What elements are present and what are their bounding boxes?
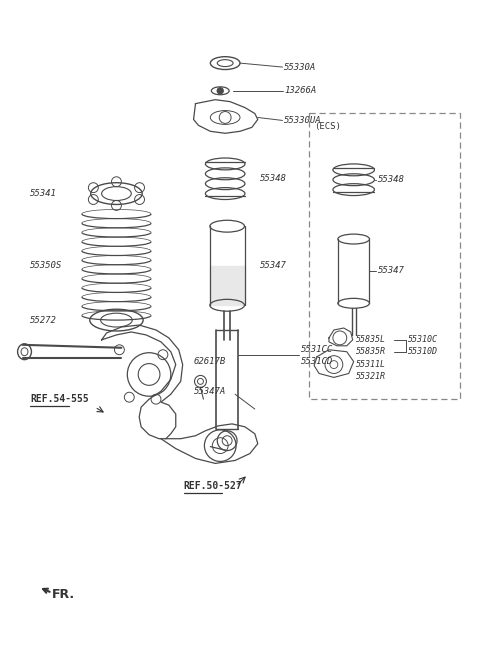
Text: 55835L: 55835L — [356, 335, 385, 344]
Text: 55310C: 55310C — [408, 335, 438, 344]
Text: 62617B: 62617B — [193, 357, 226, 366]
Text: 55310D: 55310D — [408, 348, 438, 356]
Text: (ECS): (ECS) — [314, 122, 341, 131]
Text: FR.: FR. — [52, 589, 75, 601]
Text: 55350S: 55350S — [30, 261, 63, 270]
Text: 5531CC: 5531CC — [301, 345, 334, 354]
Text: 5531CD: 5531CD — [301, 357, 334, 366]
Text: 55341: 55341 — [30, 189, 57, 198]
Bar — [309, 112, 460, 399]
Text: REF.50-527: REF.50-527 — [184, 481, 242, 491]
Text: 55348: 55348 — [260, 174, 287, 183]
Text: 55348: 55348 — [378, 175, 405, 184]
Text: 55347A: 55347A — [193, 387, 226, 396]
Text: 55321R: 55321R — [356, 372, 385, 381]
Text: 55311L: 55311L — [356, 360, 385, 369]
Text: 55347: 55347 — [378, 266, 405, 275]
Text: 55835R: 55835R — [356, 348, 385, 356]
Text: 55272: 55272 — [30, 315, 57, 325]
Text: 55330A: 55330A — [285, 62, 317, 72]
Circle shape — [217, 88, 223, 94]
Text: REF.54-555: REF.54-555 — [30, 394, 89, 404]
Text: 55347: 55347 — [260, 261, 287, 270]
Text: 13266A: 13266A — [285, 86, 317, 95]
Polygon shape — [210, 265, 245, 306]
Text: 55330UA: 55330UA — [285, 116, 322, 125]
